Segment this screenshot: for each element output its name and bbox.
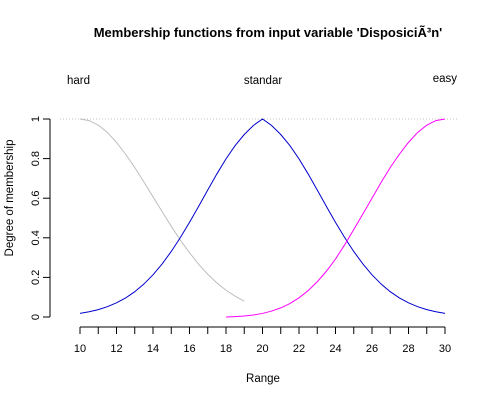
- x-tick-label: 16: [183, 343, 195, 355]
- series-label-hard: hard: [67, 75, 90, 87]
- y-tick-label: 0.6: [30, 191, 42, 206]
- x-tick-label: 14: [147, 343, 159, 355]
- x-tick-label: 20: [256, 343, 268, 355]
- x-ticks: 10 12 14 16 18 20 22 24 26 28 30: [74, 327, 451, 355]
- x-tick-label: 12: [110, 343, 122, 355]
- x-tick-label: 26: [366, 343, 378, 355]
- x-axis-label: Range: [246, 373, 280, 385]
- y-axis-label: Degree of membership: [4, 140, 16, 257]
- x-tick-label: 22: [293, 343, 305, 355]
- x-tick-label: 10: [74, 343, 86, 355]
- x-tick-label: 28: [402, 343, 414, 355]
- y-tick-label: 1: [30, 116, 42, 122]
- series-label-standar: standar: [244, 75, 283, 87]
- y-tick-label: 0: [30, 314, 42, 320]
- y-tick-label: 0.8: [30, 151, 42, 166]
- x-tick-label: 24: [329, 343, 341, 355]
- series-line-easy: [225, 118, 446, 318]
- series-lines: [79, 118, 446, 318]
- series-label-easy: easy: [433, 73, 458, 85]
- x-tick-label: 30: [439, 343, 451, 355]
- x-tick-label: 18: [220, 343, 232, 355]
- y-ticks: 0 0.2 0.4 0.6 0.8 1: [30, 116, 50, 320]
- y-tick-label: 0.2: [30, 270, 42, 285]
- series-line-hard: [79, 118, 245, 302]
- y-tick-label: 0.4: [30, 230, 42, 245]
- series-line-standar: [79, 118, 446, 314]
- chart-title: Membership functions from input variable…: [94, 25, 443, 40]
